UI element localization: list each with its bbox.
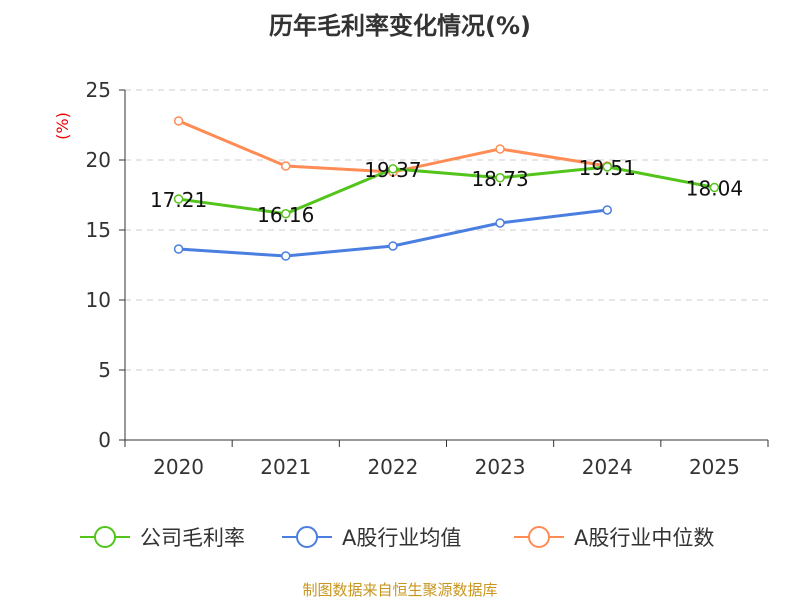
data-point xyxy=(281,251,291,261)
data-point xyxy=(388,241,398,251)
data-label: 18.73 xyxy=(471,167,528,191)
data-point xyxy=(281,161,291,171)
data-point xyxy=(602,205,612,215)
legend-label: A股行业均值 xyxy=(342,526,461,550)
series-line-0 xyxy=(178,165,715,216)
data-point xyxy=(495,173,505,183)
data-point xyxy=(495,218,505,228)
x-tick-label: 2024 xyxy=(582,455,633,479)
legend-marker xyxy=(296,526,318,548)
data-point xyxy=(281,209,291,219)
data-label: 18.04 xyxy=(686,176,743,200)
data-point xyxy=(173,244,184,254)
y-tick-label: 15 xyxy=(86,218,111,242)
x-tick-label: 2025 xyxy=(689,455,740,479)
y-axis-label: (%) xyxy=(53,112,72,140)
x-tick-label: 2022 xyxy=(367,455,418,479)
data-label: 16.16 xyxy=(257,203,314,227)
data-point xyxy=(602,162,612,172)
data-point xyxy=(388,164,398,174)
x-tick-label: 2021 xyxy=(260,455,311,479)
data-point xyxy=(173,194,184,204)
y-tick-label: 20 xyxy=(86,148,111,172)
y-tick-label: 0 xyxy=(98,428,111,452)
data-label: 17.21 xyxy=(150,188,207,212)
x-tick-label: 2020 xyxy=(153,455,204,479)
y-tick-label: 5 xyxy=(98,358,111,382)
x-tick-label: 2023 xyxy=(475,455,526,479)
y-tick-label: 10 xyxy=(86,288,111,312)
data-point xyxy=(709,182,720,193)
data-point xyxy=(173,116,184,126)
legend-marker xyxy=(94,526,116,548)
legend-label: A股行业中位数 xyxy=(574,526,714,550)
chart-title: 历年毛利率变化情况(%) xyxy=(269,12,531,40)
data-point xyxy=(495,144,505,154)
data-label: 19.37 xyxy=(364,158,421,182)
data-label: 19.51 xyxy=(579,156,636,180)
legend-label: 公司毛利率 xyxy=(140,526,245,550)
legend-marker xyxy=(528,526,550,548)
footer-source: 制图数据来自恒生聚源数据库 xyxy=(302,581,497,599)
y-tick-label: 25 xyxy=(86,78,111,102)
